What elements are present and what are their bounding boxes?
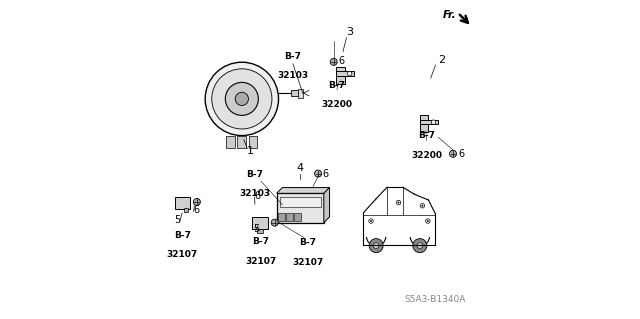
Bar — [336, 71, 355, 76]
Text: 1: 1 — [247, 145, 254, 156]
Text: 32200: 32200 — [321, 100, 353, 109]
Circle shape — [413, 239, 427, 253]
Bar — [294, 213, 301, 221]
Polygon shape — [276, 188, 330, 193]
Text: 5: 5 — [174, 215, 180, 225]
Text: 6: 6 — [254, 191, 260, 201]
Bar — [420, 120, 438, 124]
Circle shape — [427, 220, 429, 222]
Circle shape — [431, 120, 436, 124]
Bar — [286, 213, 292, 221]
Bar — [336, 67, 344, 84]
Circle shape — [225, 82, 259, 115]
Circle shape — [370, 220, 372, 222]
Bar — [226, 136, 235, 148]
Bar — [298, 89, 303, 98]
Circle shape — [330, 58, 337, 65]
Text: B-7: B-7 — [300, 238, 316, 247]
Text: 32200: 32200 — [411, 151, 442, 160]
Circle shape — [397, 202, 399, 204]
Text: Fr.: Fr. — [443, 10, 456, 20]
Bar — [280, 197, 321, 207]
Bar — [257, 229, 262, 233]
Bar — [237, 136, 246, 148]
Text: B-7: B-7 — [328, 81, 346, 90]
Text: 6: 6 — [339, 56, 345, 66]
Circle shape — [205, 62, 278, 136]
Bar — [278, 213, 285, 221]
Circle shape — [417, 243, 422, 249]
Bar — [291, 90, 298, 96]
Text: 32107: 32107 — [245, 257, 276, 266]
Text: 2: 2 — [438, 55, 445, 65]
Text: B-7: B-7 — [173, 231, 191, 240]
Text: B-7: B-7 — [246, 170, 263, 179]
Text: 6: 6 — [458, 149, 464, 159]
Circle shape — [422, 205, 423, 207]
Text: B-7: B-7 — [253, 237, 269, 246]
Text: 6: 6 — [323, 168, 329, 179]
Circle shape — [271, 219, 278, 226]
Bar — [248, 136, 257, 148]
Circle shape — [449, 150, 456, 157]
Bar — [420, 115, 428, 132]
Bar — [276, 193, 324, 223]
Circle shape — [212, 69, 272, 129]
Circle shape — [236, 92, 248, 106]
Text: 32103: 32103 — [277, 71, 308, 80]
Text: 3: 3 — [346, 27, 353, 37]
Text: B-7: B-7 — [418, 131, 435, 140]
Text: S5A3-B1340A: S5A3-B1340A — [404, 295, 466, 304]
Circle shape — [373, 243, 379, 249]
Bar — [175, 197, 190, 209]
Circle shape — [369, 239, 383, 253]
Polygon shape — [324, 188, 330, 223]
Text: 32103: 32103 — [239, 189, 270, 198]
Text: 32107: 32107 — [166, 250, 198, 259]
Circle shape — [193, 198, 200, 205]
Text: 5: 5 — [253, 224, 260, 234]
Bar — [184, 208, 188, 212]
Text: 6: 6 — [193, 205, 199, 215]
Circle shape — [315, 170, 321, 177]
Bar — [252, 217, 268, 229]
Text: 4: 4 — [297, 163, 304, 173]
Circle shape — [348, 71, 352, 76]
Text: B-7: B-7 — [284, 52, 301, 61]
Text: 32107: 32107 — [292, 258, 323, 267]
